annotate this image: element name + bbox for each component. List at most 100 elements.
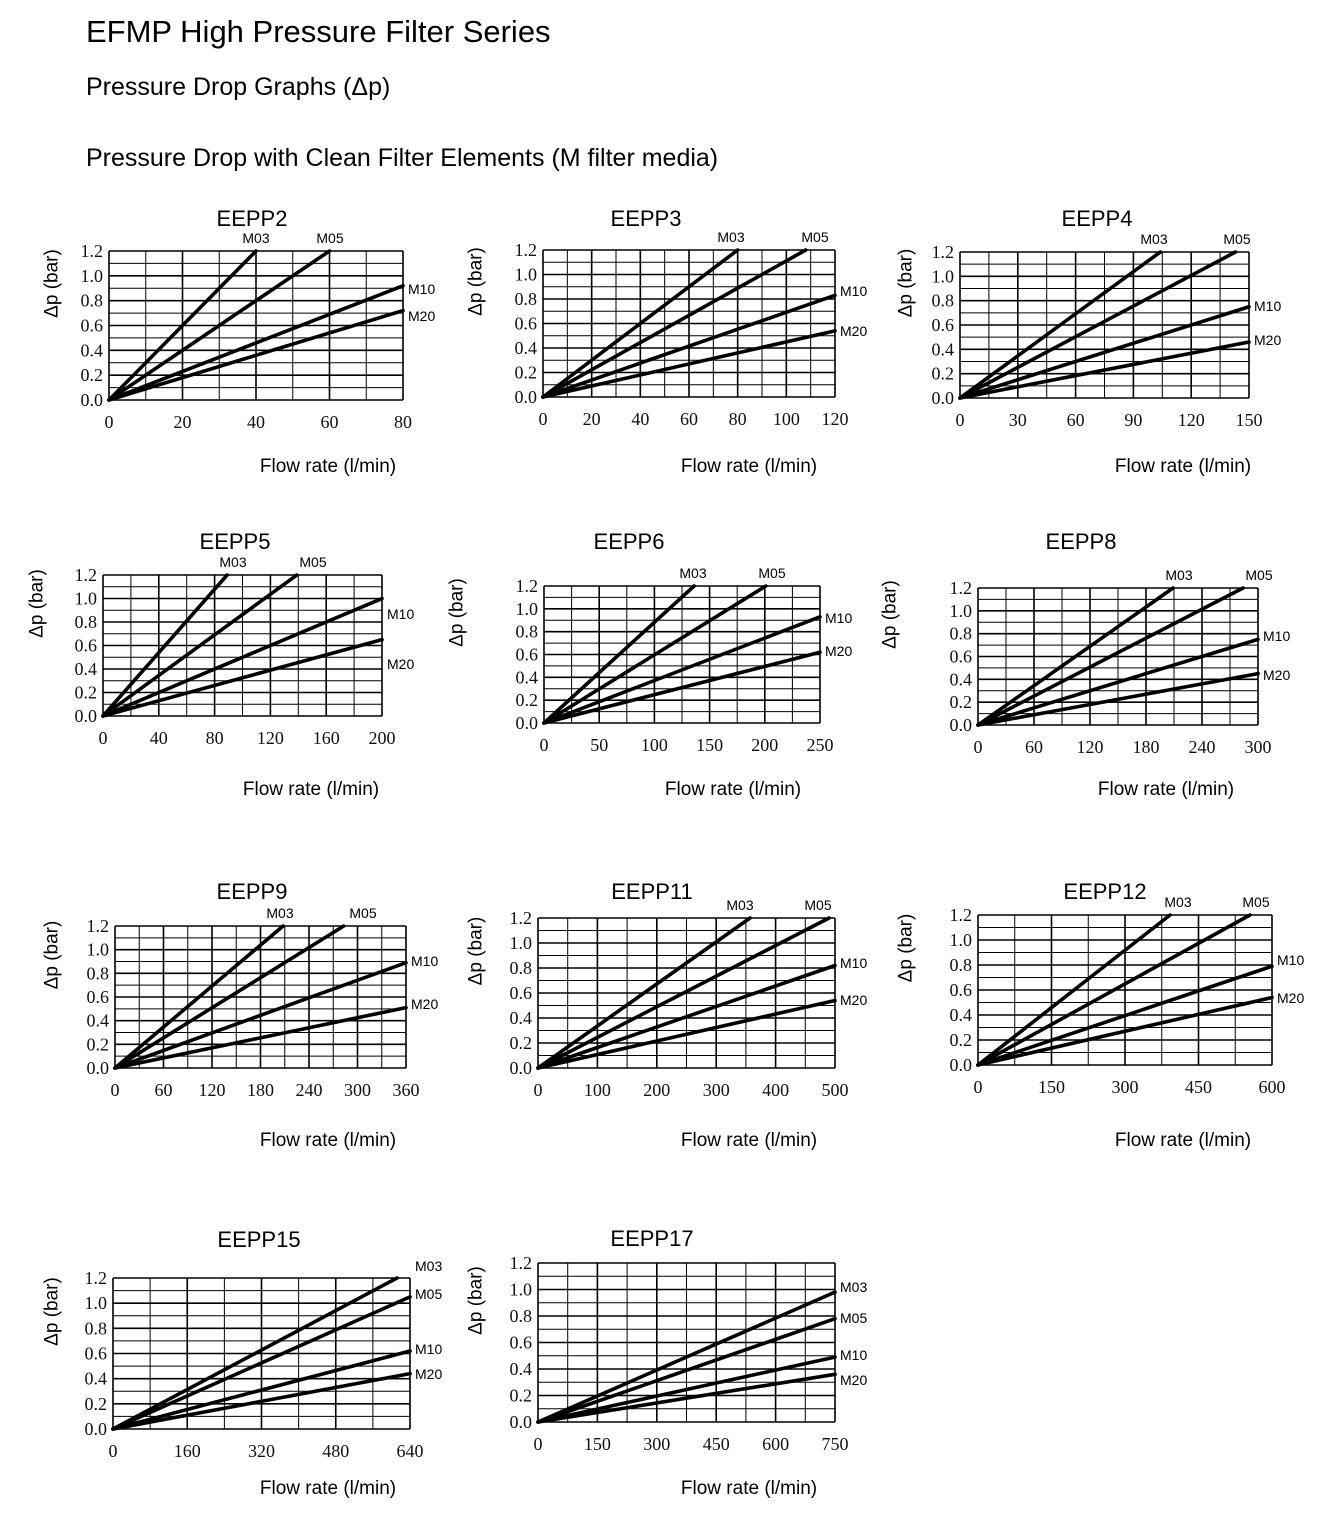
series-label-m10: M10 (1263, 628, 1290, 644)
series-line-m10 (107, 283, 405, 402)
y-axis-label: Δp (bar) (896, 914, 917, 983)
series-line-m03 (958, 250, 1163, 400)
y-tick-label: 0.4 (87, 1011, 110, 1031)
series-line-m03 (107, 249, 258, 402)
x-tick-label: 0 (111, 1080, 120, 1100)
x-tick-label: 750 (822, 1434, 849, 1454)
x-axis-label: Flow rate (l/min) (1115, 1130, 1251, 1151)
series-label-m03: M03 (840, 1279, 867, 1295)
series-line-m10 (976, 637, 1260, 727)
series-line-m20 (958, 340, 1251, 400)
y-tick-label: 1.2 (516, 576, 539, 596)
y-axis-label: Δp (bar) (896, 249, 917, 318)
series-label-m10: M10 (840, 283, 867, 299)
section-title: Pressure Drop with Clean Filter Elements… (86, 144, 719, 172)
y-tick-label: 0.4 (515, 338, 538, 358)
x-tick-label: 100 (584, 1080, 611, 1100)
series-line-m10 (536, 1355, 837, 1424)
series-label-m20: M20 (415, 1366, 442, 1382)
y-tick-label: 0.0 (932, 388, 955, 408)
series-line-m03 (536, 916, 752, 1070)
y-tick-label: 0.6 (510, 983, 533, 1003)
y-tick-label: 0.4 (75, 659, 98, 679)
x-tick-label: 600 (1259, 1077, 1286, 1097)
x-tick-label: 300 (643, 1434, 670, 1454)
y-axis-label: Δp (bar) (466, 1266, 487, 1335)
x-tick-label: 300 (1245, 737, 1272, 757)
y-tick-label: 0.2 (516, 690, 539, 710)
series-label-m05: M05 (299, 554, 326, 570)
series-line-m05 (542, 584, 768, 725)
series-line-m20 (111, 1371, 412, 1431)
y-tick-label: 1.2 (515, 240, 538, 260)
y-tick-label: 0.2 (510, 1386, 533, 1406)
series-line-m20 (976, 671, 1260, 727)
series-label-m20: M20 (387, 656, 414, 672)
x-tick-label: 60 (155, 1080, 173, 1100)
series-label-m10: M10 (840, 1347, 867, 1363)
y-tick-label: 0.8 (81, 291, 104, 311)
x-tick-label: 50 (590, 735, 608, 755)
chart-eepp9: EEPP9 0.0 0.2 0.4 0.6 0.8 1.0 1.2 0 60 120 180 240 30… (42, 879, 439, 1151)
x-axis-label: Flow rate (l/min) (1115, 456, 1251, 477)
chart-eepp8: EEPP8 0.0 0.2 0.40.6 0.8 1.0 1.2 0 60 120 180 240 30… (880, 529, 1291, 800)
series-label-m05: M05 (1245, 567, 1272, 583)
x-tick-label: 0 (540, 735, 549, 755)
series-line-m03 (976, 913, 1172, 1067)
series-line-m05 (111, 1295, 412, 1431)
x-tick-label: 240 (296, 1080, 323, 1100)
y-tick-label: 0.6 (510, 1333, 533, 1353)
series-label-m10: M10 (1277, 952, 1304, 968)
series-label-m10: M10 (840, 955, 867, 971)
x-tick-label: 160 (313, 728, 340, 748)
y-tick-label: 0.0 (510, 1412, 533, 1432)
x-tick-label: 180 (1133, 737, 1160, 757)
y-tick-label: 0.4 (950, 669, 973, 689)
series-line-m05 (541, 248, 808, 399)
x-tick-label: 200 (643, 1080, 670, 1100)
chart-title: EEPP8 (1046, 529, 1117, 554)
chart-eepp17: EEPP17 0.0 0.2 0.4 0.6 0.8 1.0 1.2 0 150 300 450 600… (466, 1226, 868, 1499)
x-tick-label: 100 (773, 409, 800, 429)
x-tick-label: 150 (1236, 410, 1263, 430)
chart-title: EEPP15 (217, 1227, 300, 1252)
chart-title: EEPP12 (1063, 879, 1146, 904)
y-tick-label: 0.2 (85, 1394, 108, 1414)
series-line-m03 (113, 924, 285, 1070)
y-tick-label: 1.0 (510, 1280, 533, 1300)
x-tick-label: 120 (1178, 410, 1205, 430)
y-tick-label: 1.0 (950, 930, 973, 950)
chart-eepp12: EEPP12 0.0 0.2 0.4 0.6 0.8 1.0 1.2 0 150 300 450 600… (896, 879, 1305, 1151)
x-tick-label: 150 (1038, 1077, 1065, 1097)
series-line-m03 (541, 248, 740, 399)
y-tick-label: 1.2 (932, 242, 955, 262)
y-tick-label: 0.6 (950, 980, 973, 1000)
y-tick-label: 0.0 (516, 713, 539, 733)
y-axis-label: Δp (bar) (27, 569, 48, 638)
series-line-m10 (976, 964, 1274, 1067)
y-tick-label: 0.0 (81, 390, 104, 410)
x-axis-label: Flow rate (l/min) (243, 779, 379, 800)
series-label-m05: M05 (840, 1310, 867, 1326)
y-tick-label: 0.4 (510, 1008, 533, 1028)
series-label-m05: M05 (349, 905, 376, 921)
x-tick-label: 400 (762, 1080, 789, 1100)
x-tick-label: 90 (1124, 410, 1142, 430)
series-line-m05 (113, 924, 346, 1070)
series-label-m03: M03 (726, 897, 753, 913)
x-tick-label: 360 (393, 1080, 420, 1100)
series-label-m05: M05 (1223, 231, 1250, 247)
chart-eepp4: EEPP4 0.0 0.2 0.4 0.6 0.8 1.0 1.2 0 30 60 90 120 150 F… (896, 206, 1282, 477)
x-tick-label: 200 (751, 735, 778, 755)
y-tick-label: 0.0 (85, 1419, 108, 1439)
page-title: EFMP High Pressure Filter Series (86, 14, 551, 49)
chart-title: EEPP4 (1062, 206, 1133, 231)
y-axis-label: Δp (bar) (466, 917, 487, 986)
series-label-m10: M10 (1254, 298, 1281, 314)
x-tick-label: 640 (397, 1441, 424, 1461)
y-tick-label: 0.0 (950, 1055, 973, 1075)
series-label-m05: M05 (801, 229, 828, 245)
series-label-m05: M05 (415, 1286, 442, 1302)
series-label-m20: M20 (1254, 332, 1281, 348)
chart-title: EEPP6 (594, 529, 665, 554)
